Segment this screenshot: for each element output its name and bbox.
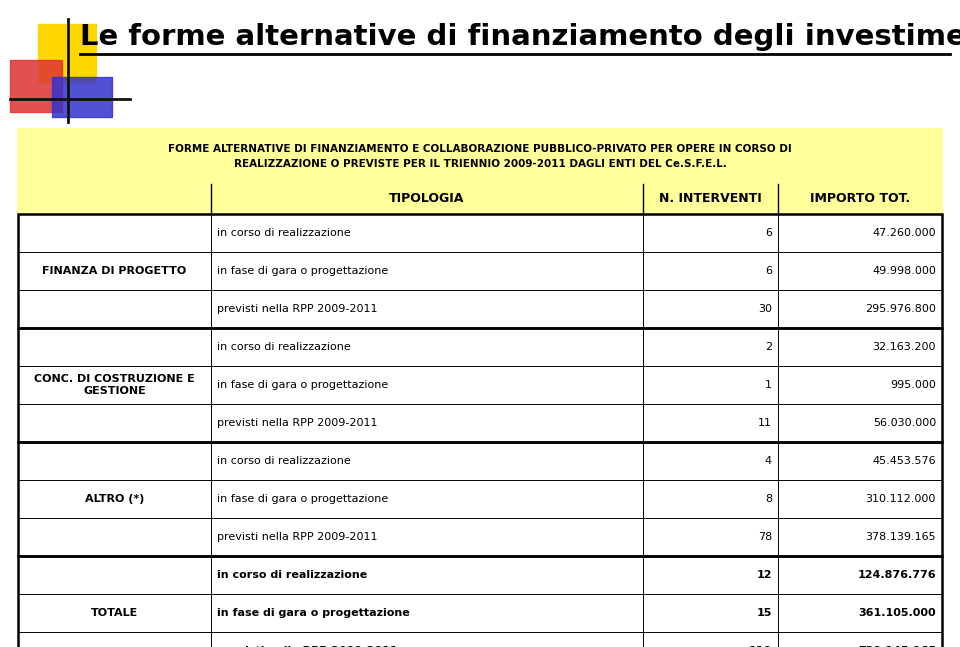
Text: 310.112.000: 310.112.000 [866,494,936,504]
Bar [18,328,942,442]
Bar [52,77,112,117]
Text: N. INTERVENTI: N. INTERVENTI [660,193,762,206]
Text: 4: 4 [765,456,772,466]
Text: 361.105.000: 361.105.000 [858,608,936,618]
Text: FORME ALTERNATIVE DI FINANZIAMENTO E COLLABORAZIONE PUBBLICO-PRIVATO PER OPERE I: FORME ALTERNATIVE DI FINANZIAMENTO E COL… [168,144,792,169]
Bar [18,214,942,328]
Text: 378.139.165: 378.139.165 [865,532,936,542]
Bar [18,556,942,647]
Text: 56.030.000: 56.030.000 [873,418,936,428]
Text: 119: 119 [749,646,772,647]
Text: 30: 30 [758,304,772,314]
Text: 32.163.200: 32.163.200 [873,342,936,352]
Text: in fase di gara o progettazione: in fase di gara o progettazione [217,266,388,276]
Text: 45.453.576: 45.453.576 [873,456,936,466]
Text: in corso di realizzazione: in corso di realizzazione [217,456,350,466]
Text: in corso di realizzazione: in corso di realizzazione [217,570,368,580]
Text: 49.998.000: 49.998.000 [872,266,936,276]
Text: TOTALE: TOTALE [91,608,138,618]
Text: 8: 8 [765,494,772,504]
Text: previsti nella RPP 2009-2011: previsti nella RPP 2009-2011 [217,532,377,542]
Bar [38,24,96,82]
Text: previsti nella RPP 2009-2011: previsti nella RPP 2009-2011 [217,418,377,428]
Bar [18,556,942,647]
Text: 730.145.965: 730.145.965 [858,646,936,647]
Text: 78: 78 [757,532,772,542]
Text: previsti nella RPP 2009-2011: previsti nella RPP 2009-2011 [217,646,397,647]
Text: TIPOLOGIA: TIPOLOGIA [390,193,465,206]
Text: in fase di gara o progettazione: in fase di gara o progettazione [217,608,410,618]
Bar [18,442,942,556]
Text: 6: 6 [765,228,772,238]
Text: 6: 6 [765,266,772,276]
Text: 295.976.800: 295.976.800 [865,304,936,314]
Text: 15: 15 [756,608,772,618]
Bar [18,184,942,214]
Text: 995.000: 995.000 [890,380,936,390]
Bar [10,60,62,112]
Text: 124.876.776: 124.876.776 [857,570,936,580]
Text: IMPORTO TOT.: IMPORTO TOT. [810,193,910,206]
Text: 12: 12 [756,570,772,580]
Text: in corso di realizzazione: in corso di realizzazione [217,228,350,238]
Text: previsti nella RPP 2009-2011: previsti nella RPP 2009-2011 [217,304,377,314]
Text: in corso di realizzazione: in corso di realizzazione [217,342,350,352]
Bar [18,129,942,184]
Text: 11: 11 [758,418,772,428]
Text: CONC. DI COSTRUZIONE E
GESTIONE: CONC. DI COSTRUZIONE E GESTIONE [35,374,195,396]
Text: 1: 1 [765,380,772,390]
Text: in fase di gara o progettazione: in fase di gara o progettazione [217,494,388,504]
Text: FINANZA DI PROGETTO: FINANZA DI PROGETTO [42,266,186,276]
Bar [18,442,942,556]
Text: ALTRO (*): ALTRO (*) [84,494,144,504]
Text: 47.260.000: 47.260.000 [873,228,936,238]
Text: Le forme alternative di finanziamento degli investimenti: Le forme alternative di finanziamento de… [80,23,960,51]
Text: in fase di gara o progettazione: in fase di gara o progettazione [217,380,388,390]
Text: 2: 2 [765,342,772,352]
Bar [18,214,942,328]
Bar [18,328,942,442]
